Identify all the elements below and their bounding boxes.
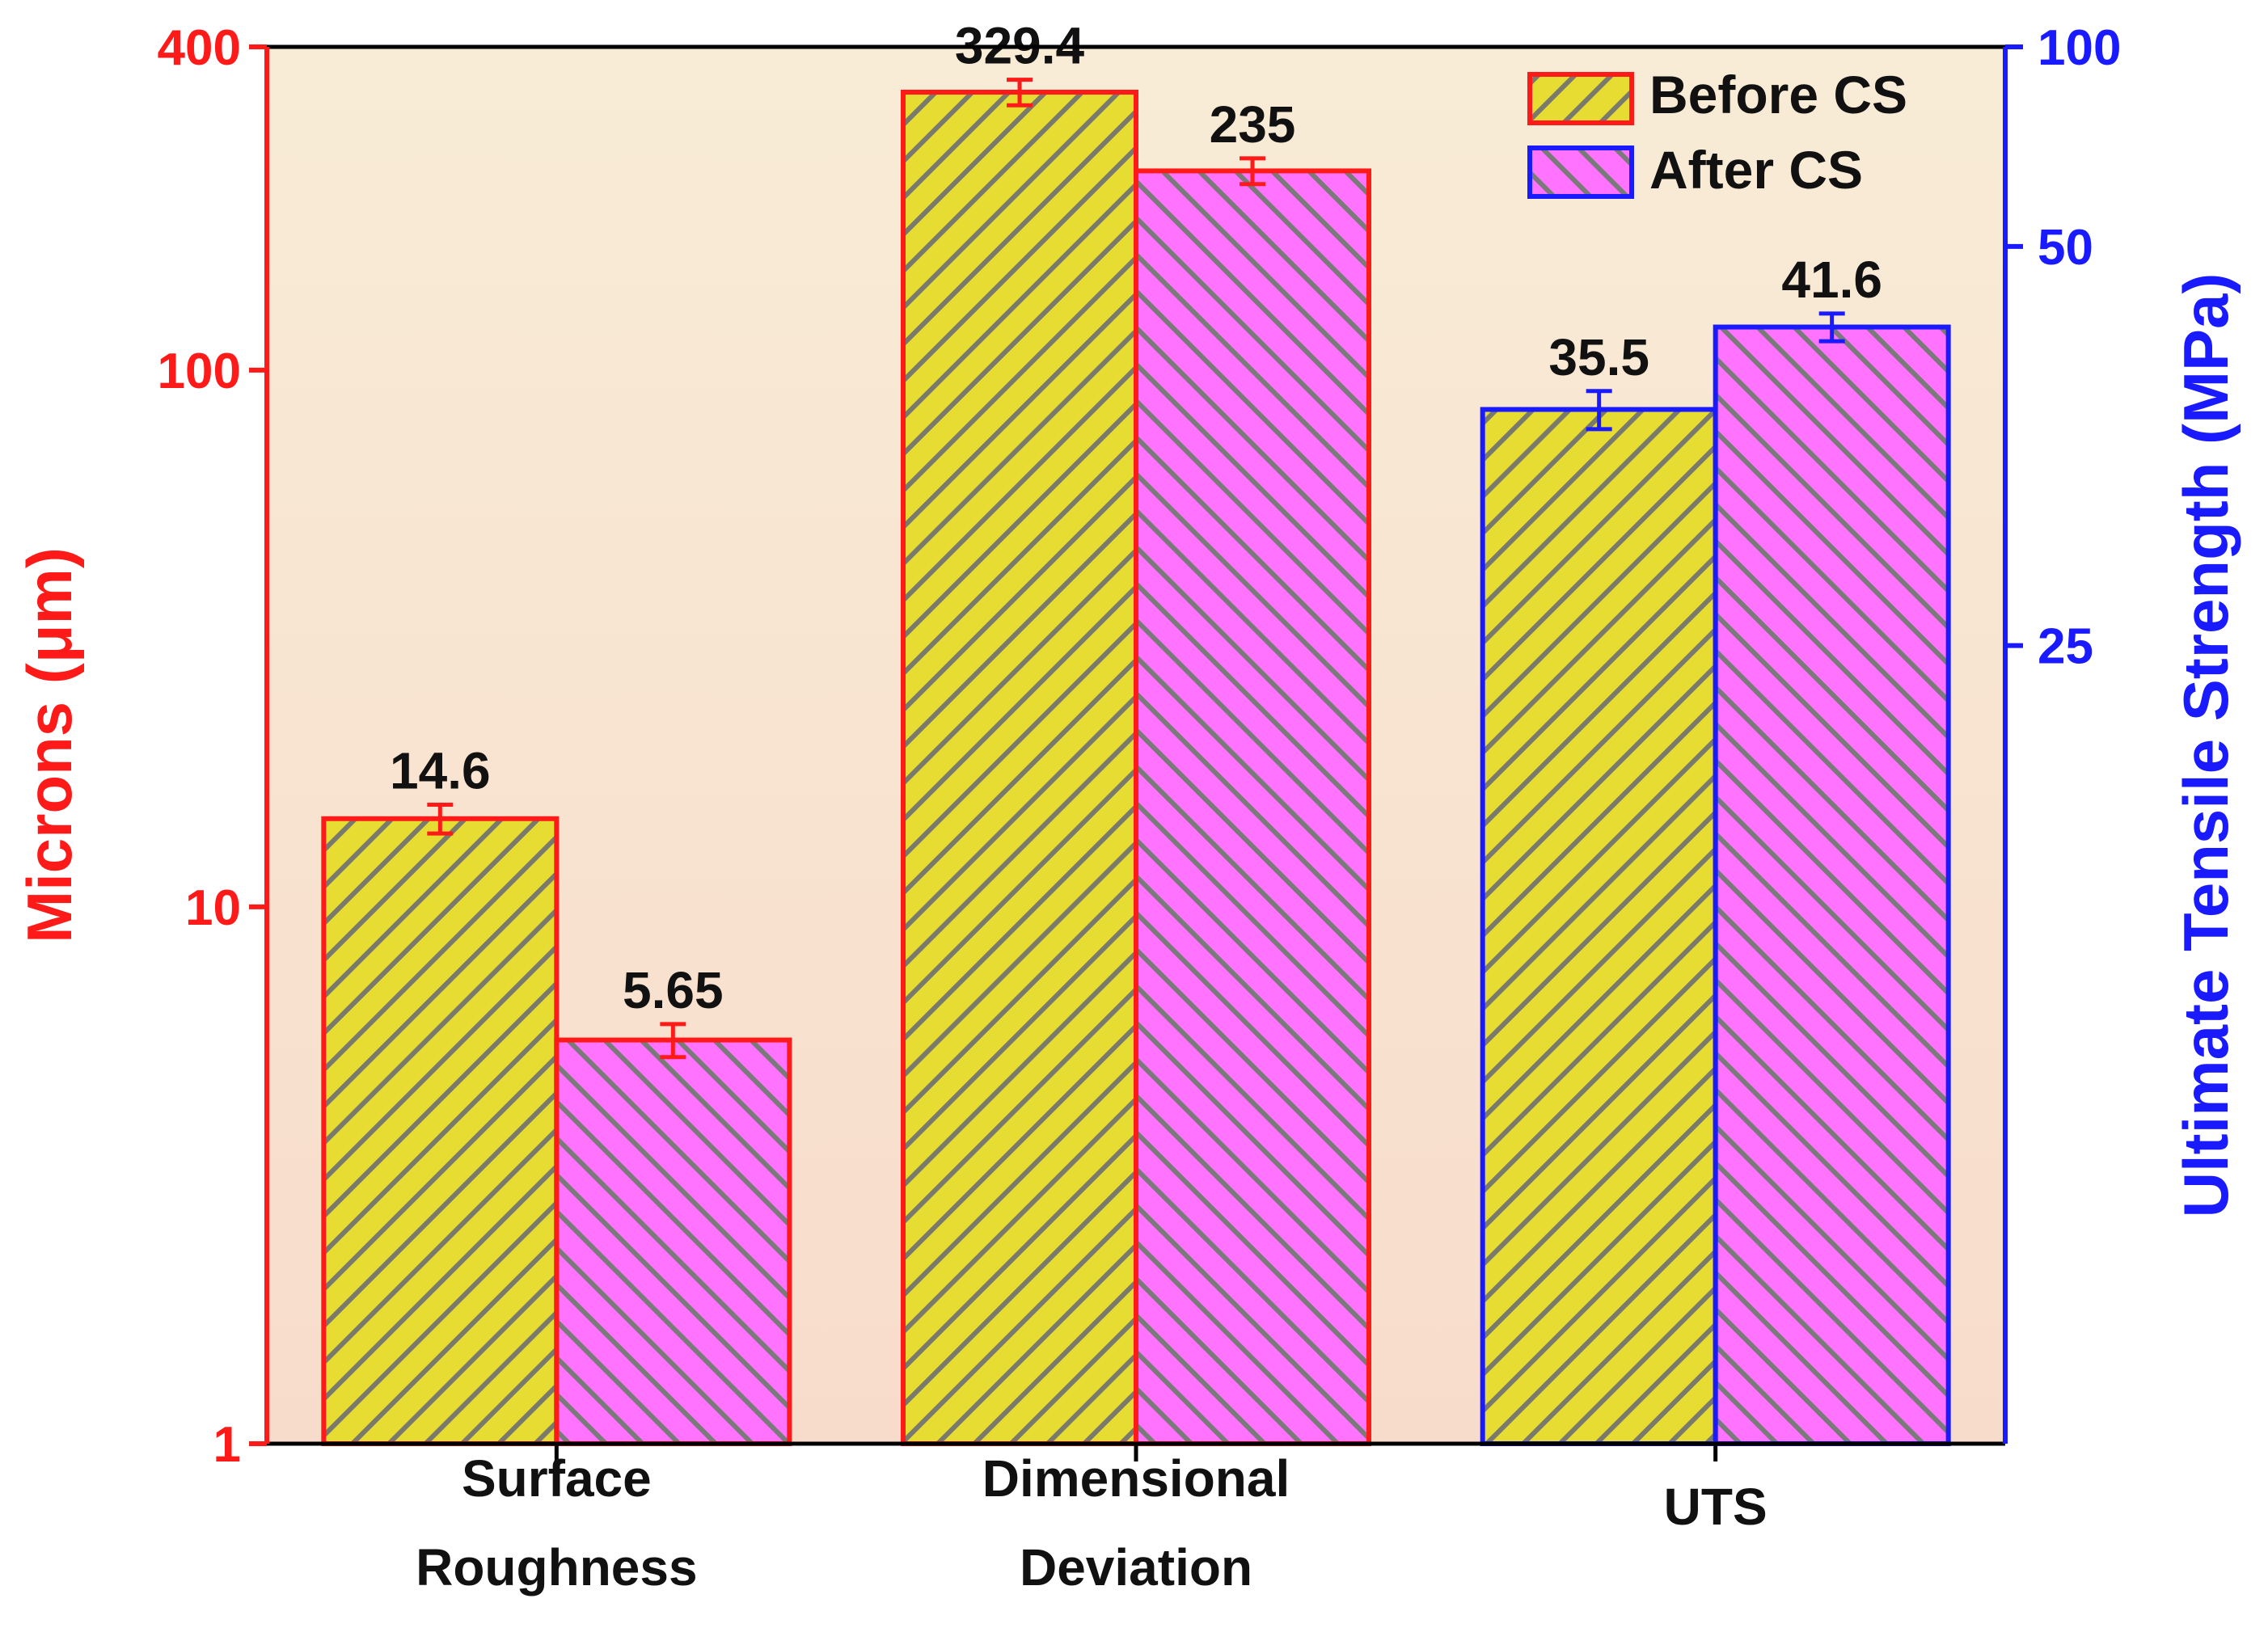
left-axis-title: Microns (μm) — [14, 547, 85, 943]
legend-label-after-cs: After CS — [1649, 140, 1863, 200]
right-tick-label: 100 — [2038, 20, 2121, 76]
category-label: Surface — [462, 1449, 652, 1508]
left-tick-label: 100 — [158, 344, 241, 399]
bar-before-cs — [321, 816, 560, 1446]
bar-after-cs — [1713, 324, 1951, 1446]
bar-value-label: 5.65 — [623, 961, 724, 1019]
bar-after-cs — [1134, 168, 1371, 1446]
right-axis-ticks: 25 50 100 — [2005, 20, 2121, 675]
bars-layer — [321, 90, 1951, 1447]
category-labels: Surface Roughness Dimensional Deviation UTS — [416, 1449, 1768, 1596]
legend-label-before-cs: Before CS — [1649, 65, 1907, 124]
bar-after-cs — [554, 1037, 792, 1447]
bar-value-label: 235 — [1210, 95, 1296, 154]
left-tick-label: 10 — [185, 880, 241, 936]
legend: Before CS After CS — [1527, 65, 1907, 200]
bar-value-label: 14.6 — [390, 742, 491, 800]
left-tick-label: 1 — [213, 1417, 241, 1473]
category-label: Dimensional — [982, 1449, 1290, 1508]
error-bars-layer — [427, 78, 1845, 1060]
bar-before-cs — [901, 90, 1138, 1447]
bar-before-cs — [1480, 407, 1718, 1446]
right-axis-title: Ultimate Tensile Strength (MPa) — [2170, 273, 2241, 1218]
legend-swatch-after-cs — [1527, 146, 1634, 199]
category-label: Roughness — [416, 1538, 697, 1596]
category-ticks — [554, 1444, 1718, 1461]
category-label: Deviation — [1020, 1538, 1252, 1596]
bar-value-label: 41.6 — [1781, 251, 1882, 309]
legend-swatch-before-cs — [1527, 72, 1634, 125]
left-axis-ticks: 1 10 100 400 — [158, 20, 267, 1473]
bar-value-label: 35.5 — [1548, 328, 1649, 386]
right-tick-label: 25 — [2038, 619, 2093, 675]
category-label: UTS — [1664, 1478, 1768, 1536]
right-tick-label: 50 — [2038, 220, 2093, 276]
left-tick-label: 400 — [158, 20, 241, 76]
